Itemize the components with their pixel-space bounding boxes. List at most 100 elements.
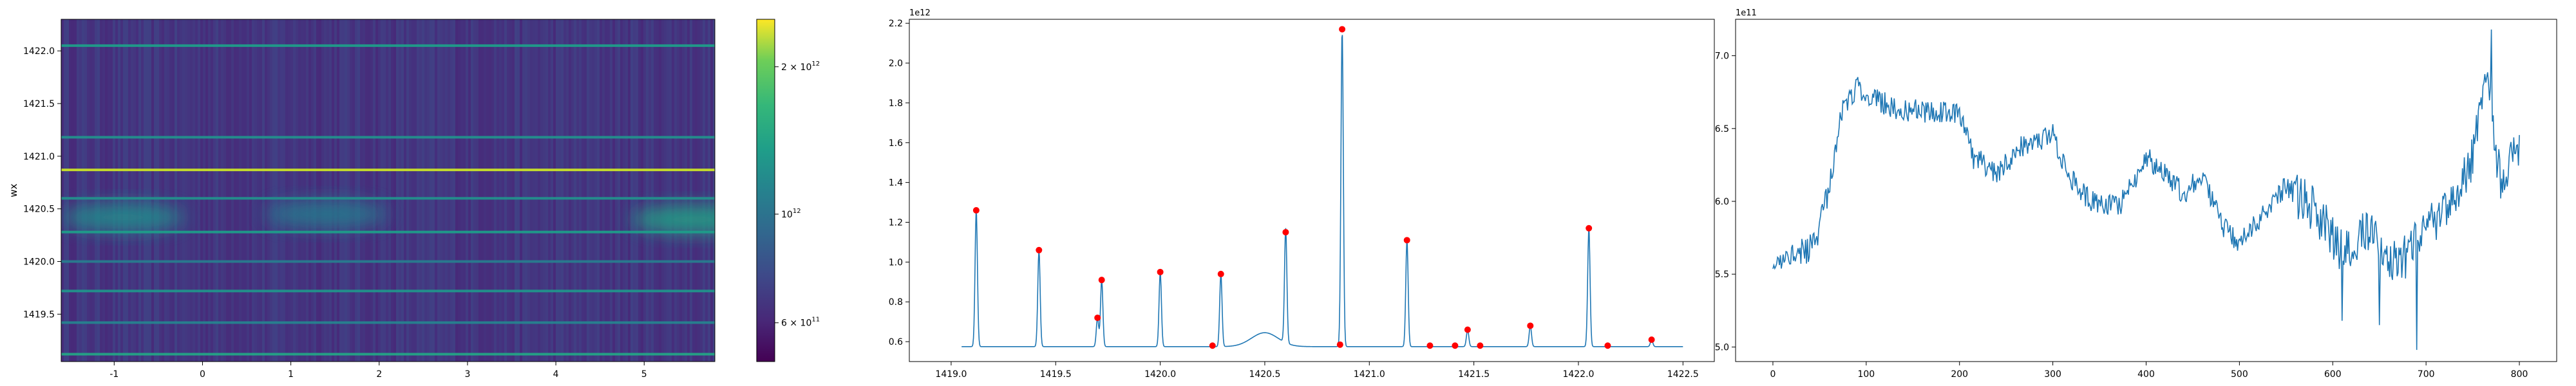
heatmap-column-stripe [97, 19, 100, 362]
colorbar-ticks: 6 × 1011 1012 2 × 1012 [775, 60, 820, 329]
noise-chart-x-tick-label: 700 [2418, 369, 2435, 380]
noise-chart-x-tick-label: 200 [1951, 369, 1968, 380]
heatmap-column-stripe [677, 19, 679, 362]
noise-chart-plot-area [1772, 29, 2520, 350]
heatmap-column-stripe [319, 19, 321, 362]
peaks-chart-y-tick-label: 1.6 [889, 138, 903, 149]
heatmap-column-stripe [332, 19, 334, 362]
heatmap-column-stripe [234, 19, 236, 362]
peak-marker [1098, 277, 1105, 284]
heatmap-column-stripe [636, 19, 638, 362]
heatmap-column-stripe [396, 19, 399, 362]
heatmap-column-stripe [267, 19, 270, 362]
heatmap-column-stripe [337, 19, 339, 362]
peaks-chart-series-line [961, 35, 1683, 347]
heatmap-column-stripe [486, 19, 489, 362]
heatmap-column-stripe [352, 19, 355, 362]
heatmap-column-stripe [108, 19, 110, 362]
heatmap-column-stripe [339, 19, 342, 362]
heatmap-frame [61, 19, 715, 362]
peaks-chart-x-tick-label: 1422.0 [1562, 369, 1594, 380]
heatmap-column-stripe [651, 19, 654, 362]
heatmap-column-stripe [538, 19, 540, 362]
colorbar-tick-label: 2 × 1012 [781, 60, 820, 73]
heatmap-column-stripe [453, 19, 455, 362]
heatmap-column-stripe [685, 19, 687, 362]
heatmap-column-stripe [561, 19, 564, 362]
heatmap-column-stripe [419, 19, 422, 362]
heatmap-column-stripe [71, 19, 74, 362]
heatmap-column-stripe [288, 19, 290, 362]
heatmap-column-stripe [664, 19, 667, 362]
heatmap-column-stripe [656, 19, 659, 362]
heatmap-column-stripe [211, 19, 213, 362]
heatmap-column-stripe [164, 19, 167, 362]
heatmap-column-stripe [285, 19, 288, 362]
heatmap-column-stripe [177, 19, 180, 362]
heatmap-x-ticks: -1 0 1 2 3 4 5 [109, 362, 647, 380]
heatmap-column-stripe [252, 19, 254, 362]
peak-marker [1403, 237, 1410, 244]
heatmap-column-stripe [185, 19, 187, 362]
heatmap-y-tick-label: 1420.0 [23, 257, 55, 267]
heatmap-column-stripe [303, 19, 306, 362]
heatmap-column-stripe [543, 19, 545, 362]
noise-chart-x-tick-label: 400 [2137, 369, 2155, 380]
noise-chart-x-tick-label: 800 [2511, 369, 2528, 380]
heatmap-column-stripe [156, 19, 159, 362]
heatmap-column-stripe [388, 19, 391, 362]
heatmap-column-stripe [110, 19, 113, 362]
heatmap-column-stripe [159, 19, 162, 362]
noise-chart-panel: 1e11 0 100 200 300 400 500 600 700 800 5.0 5.5 6.0 6… [1715, 8, 2557, 380]
peaks-chart-y-tick-label: 2.0 [889, 59, 903, 69]
peak-marker [1648, 336, 1655, 343]
heatmap-column-stripe [131, 19, 133, 362]
heatmap-column-stripe [126, 19, 128, 362]
heatmap-column-stripe [430, 19, 432, 362]
heatmap-column-stripe [556, 19, 558, 362]
heatmap-column-stripe [345, 19, 347, 362]
heatmap-bright-row [61, 353, 715, 356]
heatmap-column-stripe [458, 19, 460, 362]
heatmap-column-stripe [190, 19, 193, 362]
heatmap-column-stripe [95, 19, 97, 362]
heatmap-column-stripe [489, 19, 491, 362]
heatmap-column-stripe [527, 19, 530, 362]
heatmap-column-stripe [293, 19, 296, 362]
heatmap-column-stripe [667, 19, 669, 362]
heatmap-column-stripe [654, 19, 656, 362]
heatmap-column-stripe [391, 19, 393, 362]
noise-chart-x-tick-label: 500 [2231, 369, 2248, 380]
peaks-chart-y-tick-label: 1.0 [889, 257, 903, 268]
heatmap-column-stripe [180, 19, 182, 362]
heatmap-column-stripe [679, 19, 682, 362]
heatmap-column-stripe [594, 19, 597, 362]
heatmap-column-stripe [218, 19, 221, 362]
heatmap-column-stripe [244, 19, 247, 362]
heatmap-column-stripe [327, 19, 329, 362]
heatmap-column-stripe [239, 19, 242, 362]
heatmap-panel: -1 0 1 2 3 4 5 1419.51420.01420.51421.01421.51… [8, 19, 715, 380]
heatmap-column-stripe [146, 19, 149, 362]
heatmap-column-stripe [612, 19, 615, 362]
heatmap-column-stripe [618, 19, 620, 362]
heatmap-column-stripe [476, 19, 478, 362]
heatmap-column-stripe [280, 19, 283, 362]
heatmap-column-stripe [690, 19, 692, 362]
noise-chart-y-tick-label: 5.0 [1715, 342, 1729, 353]
heatmap-column-stripe [347, 19, 350, 362]
heatmap-column-stripe [471, 19, 473, 362]
heatmap-x-tick-label: 2 [376, 369, 382, 380]
heatmap-column-stripe [105, 19, 108, 362]
heatmap-column-stripe [254, 19, 257, 362]
heatmap-column-stripe [363, 19, 365, 362]
heatmap-column-stripe [409, 19, 412, 362]
heatmap-column-stripe [669, 19, 672, 362]
heatmap-column-stripe [79, 19, 82, 362]
heatmap-column-stripe [231, 19, 234, 362]
heatmap-column-stripe [324, 19, 327, 362]
peaks-chart-x-tick-label: 1419.0 [935, 369, 967, 380]
heatmap-column-stripe [605, 19, 607, 362]
heatmap-column-stripe [697, 19, 700, 362]
